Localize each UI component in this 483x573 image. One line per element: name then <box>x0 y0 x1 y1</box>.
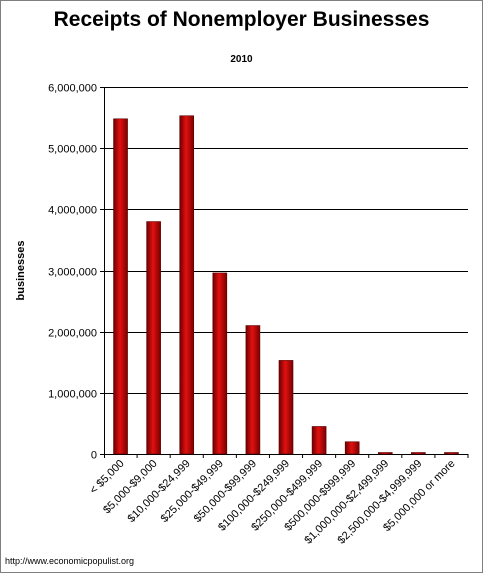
y-tick-label: 2,000,000 <box>48 328 97 340</box>
bar <box>245 325 261 455</box>
bar <box>278 360 294 455</box>
bar <box>113 118 128 455</box>
bars <box>113 115 459 455</box>
chart-subtitle: 2010 <box>230 54 253 65</box>
source-url: http://www.economicpopulist.org <box>5 556 135 566</box>
chart-title: Receipts of Nonemployer Businesses <box>53 8 430 31</box>
y-tick-label: 5,000,000 <box>48 144 97 156</box>
axes <box>100 87 469 458</box>
bar <box>146 221 161 455</box>
y-tick-label: 4,000,000 <box>48 205 97 217</box>
bar <box>179 115 195 455</box>
bar <box>212 272 228 455</box>
bar <box>377 452 393 455</box>
gridlines <box>104 87 468 394</box>
bar <box>411 452 426 455</box>
y-tick-label: 0 <box>91 450 97 462</box>
y-tick-label: 3,000,000 <box>48 267 97 279</box>
bar <box>311 426 327 455</box>
axis-labels: 0 1,000,000 2,000,000 3,000,000 4,000,000 5,0… <box>15 83 458 547</box>
bar <box>344 441 360 455</box>
y-axis-title: businesses <box>15 241 27 301</box>
y-tick-label: 6,000,000 <box>48 83 97 95</box>
y-tick-label: 1,000,000 <box>48 389 97 401</box>
bar <box>444 452 459 455</box>
